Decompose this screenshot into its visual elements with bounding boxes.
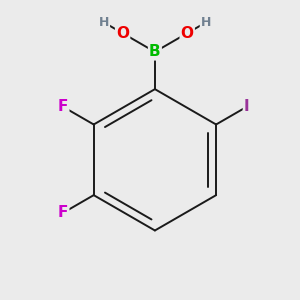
Text: I: I xyxy=(244,99,250,114)
Text: F: F xyxy=(58,99,68,114)
Text: O: O xyxy=(181,26,194,41)
Text: B: B xyxy=(149,44,161,59)
Text: O: O xyxy=(116,26,129,41)
Text: H: H xyxy=(201,16,211,29)
Text: F: F xyxy=(58,205,68,220)
Text: H: H xyxy=(99,16,109,29)
